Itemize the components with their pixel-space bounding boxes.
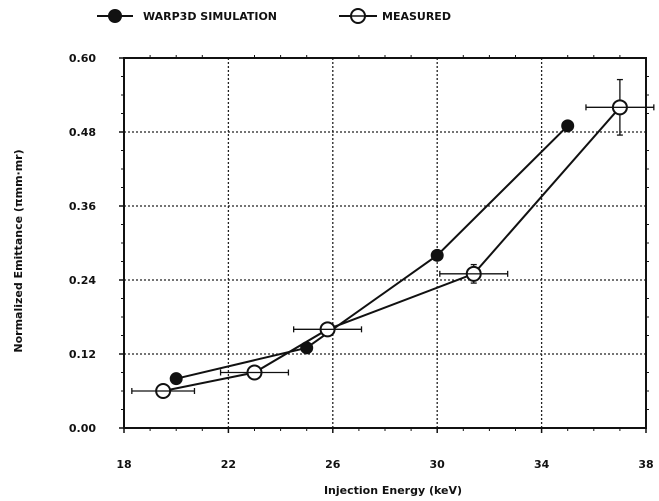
x-axis-label: Injection Energy (keV) [324,484,462,497]
y-tick-label: 0.00 [69,422,96,435]
y-tick-label: 0.48 [69,126,96,139]
legend: WARP3D SIMULATION MEASURED [97,8,451,24]
x-tick-label: 26 [325,458,341,471]
series-simulation [169,119,575,386]
legend-label-simulation: WARP3D SIMULATION [143,10,277,23]
y-tick-label: 0.60 [69,52,96,65]
data-point-filled [430,248,444,262]
x-tick-label: 34 [534,458,550,471]
data-point-filled [169,372,183,386]
legend-label-measured: MEASURED [382,10,451,23]
y-tick-label: 0.12 [69,348,96,361]
series-measured [131,78,655,399]
x-tick-label: 30 [430,458,446,471]
series-layer [131,78,655,399]
data-point-filled [561,119,575,133]
grid [124,58,646,428]
legend-item-measured: MEASURED [339,8,451,24]
x-tick-label: 22 [221,458,236,471]
y-tick-label: 0.24 [69,274,96,287]
legend-marker-filled-circle [108,9,122,23]
legend-item-simulation: WARP3D SIMULATION [97,9,277,23]
series-line [175,125,569,380]
y-axis-label: Normalized Emittance (πmm·mr) [12,149,25,352]
axis-ticks: 18 22 26 30 34 38 0.00 0.12 0.24 0.36 0.48 0.60 [69,52,654,471]
y-tick-label: 0.36 [69,200,96,213]
x-tick-label: 18 [116,458,131,471]
x-tick-label: 38 [638,458,653,471]
series-line [162,106,621,392]
